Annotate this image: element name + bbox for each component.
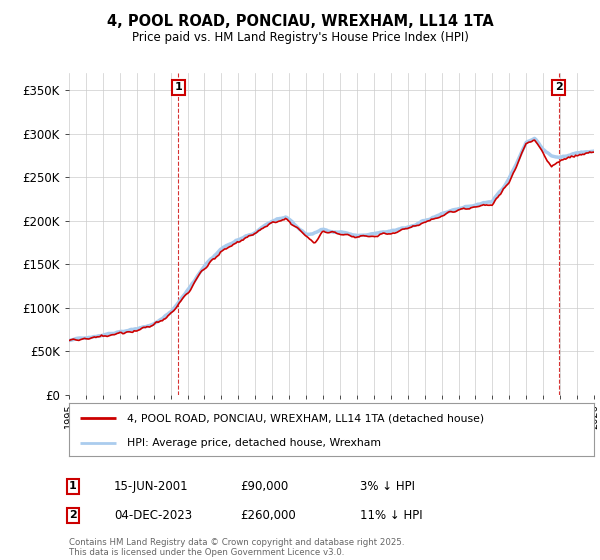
Text: 2: 2 (555, 82, 563, 92)
Text: 11% ↓ HPI: 11% ↓ HPI (360, 508, 422, 522)
Text: HPI: Average price, detached house, Wrexham: HPI: Average price, detached house, Wrex… (127, 438, 381, 448)
Text: Contains HM Land Registry data © Crown copyright and database right 2025.
This d: Contains HM Land Registry data © Crown c… (69, 538, 404, 557)
Text: 1: 1 (69, 481, 77, 491)
Text: Price paid vs. HM Land Registry's House Price Index (HPI): Price paid vs. HM Land Registry's House … (131, 31, 469, 44)
Text: 2: 2 (69, 510, 77, 520)
Text: £260,000: £260,000 (240, 508, 296, 522)
Text: 15-JUN-2001: 15-JUN-2001 (114, 479, 188, 493)
Text: 4, POOL ROAD, PONCIAU, WREXHAM, LL14 1TA (detached house): 4, POOL ROAD, PONCIAU, WREXHAM, LL14 1TA… (127, 413, 484, 423)
Text: £90,000: £90,000 (240, 479, 288, 493)
Text: 1: 1 (175, 82, 182, 92)
Text: 4, POOL ROAD, PONCIAU, WREXHAM, LL14 1TA: 4, POOL ROAD, PONCIAU, WREXHAM, LL14 1TA (107, 14, 493, 29)
Text: 3% ↓ HPI: 3% ↓ HPI (360, 479, 415, 493)
Text: 04-DEC-2023: 04-DEC-2023 (114, 508, 192, 522)
